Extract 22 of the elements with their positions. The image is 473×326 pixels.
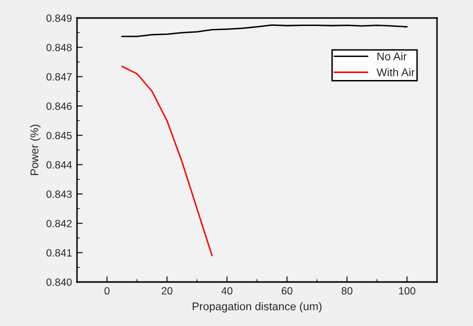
line-series	[121, 66, 213, 256]
x-tick-label: 20	[162, 287, 172, 295]
legend-label: With Air	[376, 68, 415, 76]
y-tick-label: 0.844	[46, 161, 72, 169]
y-tick-label: 0.848	[46, 44, 72, 52]
x-tick-label: 80	[342, 287, 352, 295]
x-tick-label: 40	[221, 287, 232, 295]
y-axis-title: Power (%)	[30, 124, 41, 176]
y-tick-label: 0.842	[46, 220, 72, 228]
y-tick-label: 0.845	[46, 132, 72, 140]
x-tick-label: 0	[104, 287, 110, 295]
line-series	[121, 24, 408, 38]
x-tick-label: 60	[282, 287, 292, 295]
y-tick-label: 0.841	[46, 249, 72, 257]
y-tick-label: 0.846	[46, 102, 72, 110]
legend-label: No Air	[377, 52, 407, 60]
x-tick-label: 100	[399, 287, 416, 295]
y-tick-label: 0.847	[46, 73, 72, 81]
x-axis-title: Propagation distance (um)	[192, 302, 322, 312]
y-tick-label: 0.849	[46, 14, 72, 22]
y-tick-label: 0.843	[46, 190, 72, 198]
y-tick-label: 0.840	[46, 278, 72, 286]
